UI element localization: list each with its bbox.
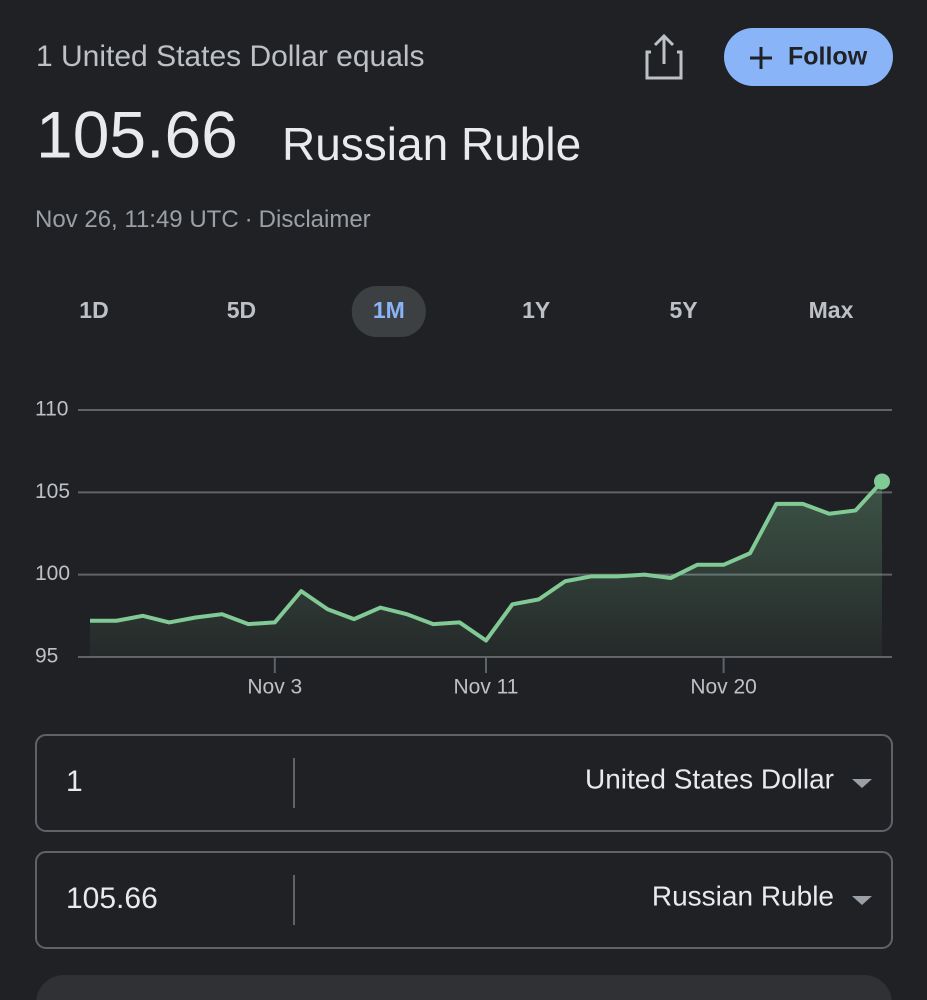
- subtitle: 1 United States Dollar equals: [36, 40, 425, 73]
- disclaimer[interactable]: Disclaimer: [259, 206, 371, 233]
- y-tick-label: 100: [35, 562, 70, 585]
- y-tick-label: 110: [35, 398, 68, 421]
- converter: 1 United States Dollar 105.66 Russian Ruble: [35, 734, 893, 949]
- tab[interactable]: 5D: [227, 297, 256, 323]
- tab-label: 5D: [227, 297, 256, 323]
- tab-label: 1M: [373, 297, 405, 323]
- converter-row: 1 United States Dollar: [35, 734, 893, 832]
- y-tick-label: 95: [35, 645, 58, 668]
- converter-box: [35, 734, 893, 832]
- tab[interactable]: 1Y: [522, 297, 550, 323]
- x-tick-label: Nov 3: [247, 676, 302, 699]
- plus-icon: [750, 47, 772, 69]
- currency-select[interactable]: United States Dollar: [585, 763, 834, 794]
- follow-bg: [724, 28, 893, 86]
- chart: 95 100 105 110 Nov 3 Nov 11 Nov 20: [35, 398, 892, 699]
- x-tick-label: Nov 11: [454, 676, 519, 699]
- end-point: [874, 473, 890, 490]
- area: [90, 481, 882, 657]
- tab[interactable]: 5Y: [670, 297, 698, 323]
- converter-box: [35, 851, 893, 949]
- rate: 105.66: [36, 97, 238, 171]
- follow-label: Follow: [788, 43, 868, 71]
- tab[interactable]: 1D: [79, 297, 108, 323]
- timestamp: Nov 26, 11:49 UTC: [35, 206, 239, 233]
- tab[interactable]: Max: [809, 297, 854, 323]
- currency: Russian Ruble: [282, 118, 581, 170]
- x-tick-label: Nov 20: [690, 676, 757, 699]
- amount[interactable]: 1: [66, 765, 83, 798]
- converter-row: 105.66 Russian Ruble: [35, 851, 893, 949]
- currency-select[interactable]: Russian Ruble: [652, 880, 834, 911]
- dropdown-arrow: [852, 779, 872, 788]
- dropdown-arrow: [852, 896, 872, 905]
- meta-line: Nov 26, 11:49 UTC · Disclaimer: [35, 206, 371, 233]
- tab-label: Max: [809, 297, 854, 323]
- tab-label: 1Y: [522, 297, 550, 323]
- y-tick-label: 105: [35, 480, 70, 503]
- tabs: 1D 5D 1M 1Y 5Y Max: [79, 286, 854, 337]
- bottom-card: [36, 975, 892, 1000]
- share-button[interactable]: [645, 33, 683, 80]
- amount[interactable]: 105.66: [66, 882, 158, 915]
- share-box: [645, 50, 683, 80]
- share-arrow: [653, 33, 675, 64]
- tab-label: 1D: [79, 297, 108, 323]
- tab-label: 5Y: [670, 297, 698, 323]
- separator: ·: [245, 206, 253, 233]
- line: [90, 480, 884, 643]
- follow-button[interactable]: Follow: [724, 28, 893, 86]
- tab[interactable]: 1M: [351, 286, 426, 337]
- tab-selected-bg: [351, 286, 426, 337]
